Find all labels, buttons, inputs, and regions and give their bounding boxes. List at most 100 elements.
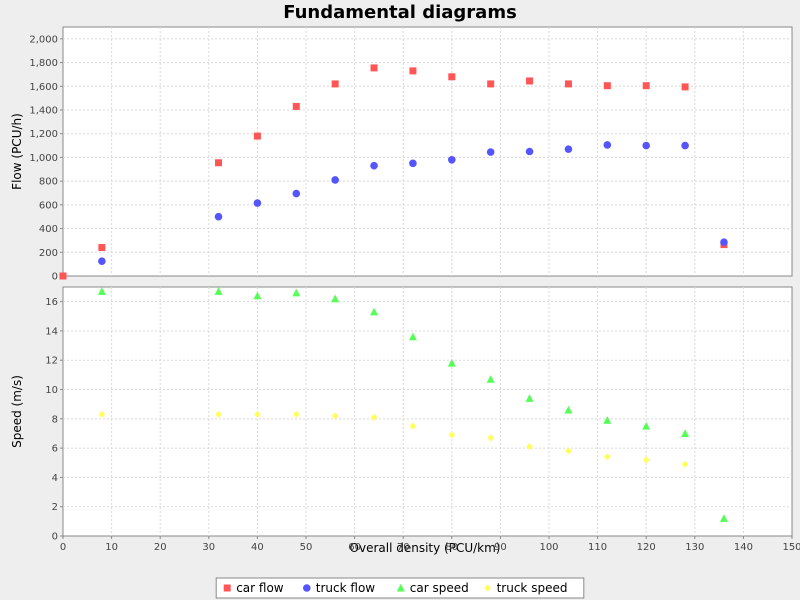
y-tick-label: 1,600 — [29, 82, 58, 93]
x-tick-label: 70 — [397, 542, 410, 553]
y-tick-label: 8 — [52, 414, 58, 425]
y-tick-label: 200 — [39, 248, 58, 259]
y-tick-label: 14 — [45, 326, 58, 337]
data-point — [214, 287, 223, 295]
legend-item-car-flow: car flow — [223, 581, 284, 595]
chart-title: Fundamental diagrams — [283, 2, 517, 23]
data-point — [214, 212, 223, 221]
data-point — [292, 288, 301, 297]
legend-item-car-speed: car speed — [396, 581, 469, 595]
plot-panel-1: 0 200 400 600 800 1,000 1,200 1,400 1,600 1,800 2,… — [10, 26, 793, 283]
data-point — [448, 431, 455, 439]
legend-label: truck flow — [316, 581, 376, 595]
legend-label: car flow — [236, 581, 284, 595]
legend-marker — [223, 584, 231, 592]
data-point — [215, 159, 223, 167]
data-point — [681, 460, 689, 468]
data-point — [97, 287, 106, 295]
x-tick-label: 10 — [105, 542, 118, 553]
y-tick-label: 16 — [45, 297, 58, 308]
data-point — [604, 453, 611, 461]
data-point — [370, 161, 378, 170]
data-point — [292, 189, 301, 198]
data-point — [603, 416, 612, 424]
data-point — [603, 82, 611, 90]
data-point — [603, 141, 612, 149]
x-tick-label: 110 — [588, 542, 607, 553]
y-tick-label: 6 — [52, 444, 58, 455]
data-point — [487, 80, 495, 88]
data-point — [642, 82, 650, 90]
data-point — [719, 514, 728, 522]
y-tick-label: 0 — [52, 532, 58, 543]
plot-panel-2: 0 2 4 6 8 10 12 14 16 Speed (m/s) — [10, 286, 793, 543]
data-point — [98, 244, 106, 252]
data-point — [292, 102, 300, 110]
x-tick-label: 150 — [782, 542, 800, 553]
y-tick-label: 2 — [52, 502, 58, 513]
data-point — [642, 141, 650, 150]
data-point — [254, 410, 261, 418]
y-axis-label: Flow (PCU/h) — [10, 113, 24, 190]
data-point — [681, 83, 689, 91]
data-point — [525, 394, 534, 402]
y-tick-label: 1,400 — [29, 106, 58, 117]
data-point — [331, 176, 339, 184]
x-tick-label: 50 — [300, 542, 313, 553]
data-point — [642, 421, 651, 430]
x-tick-label: 100 — [539, 542, 558, 553]
legend: car flow truck flow car speed truck speed — [215, 577, 585, 599]
data-point — [409, 159, 417, 168]
legend-item-truck-flow: truck flow — [303, 581, 375, 595]
y-tick-label: 10 — [45, 385, 58, 396]
legend-marker — [396, 583, 405, 592]
y-tick-label: 1,200 — [29, 129, 58, 140]
data-point — [370, 307, 379, 316]
x-tick-label: 60 — [348, 542, 361, 553]
x-tick-label: 30 — [202, 542, 215, 553]
data-point — [331, 412, 339, 420]
data-point — [565, 447, 572, 455]
plot-area — [62, 286, 793, 537]
x-tick-label: 140 — [734, 542, 753, 553]
data-point — [370, 413, 378, 421]
x-axis: 0 10 20 30 40 50 60 70 80 90 100 110 120 130 140 150 — [60, 536, 800, 553]
data-point — [448, 156, 456, 164]
x-axis-label: Overall density (PCU/km) — [350, 541, 501, 555]
data-point — [253, 199, 262, 207]
y-tick-label: 1,000 — [29, 153, 58, 164]
data-point — [526, 443, 533, 451]
y-tick-label: 4 — [52, 473, 58, 484]
data-point — [253, 132, 261, 140]
data-point — [215, 410, 222, 418]
series-car-speed — [97, 287, 728, 522]
data-point — [487, 434, 494, 442]
data-point — [331, 294, 340, 303]
y-tick-label: 0 — [52, 272, 58, 283]
x-tick-label: 90 — [494, 542, 507, 553]
data-point — [409, 67, 417, 75]
data-point — [409, 422, 417, 430]
x-tick-label: 0 — [60, 542, 66, 553]
y-tick-label: 12 — [45, 356, 58, 367]
data-point — [98, 410, 106, 418]
data-point — [564, 405, 573, 414]
plot-area — [62, 26, 793, 277]
data-point — [331, 80, 339, 88]
legend-marker — [484, 584, 491, 592]
x-tick-label: 20 — [154, 542, 167, 553]
legend-label: car speed — [410, 581, 469, 595]
legend-label: truck speed — [497, 581, 568, 595]
x-tick-label: 80 — [445, 542, 458, 553]
y-tick-label: 600 — [39, 200, 58, 211]
y-tick-label: 2,000 — [29, 34, 58, 45]
data-point — [447, 358, 456, 367]
data-point — [370, 64, 378, 72]
data-point — [253, 291, 262, 300]
data-point — [408, 332, 417, 341]
data-point — [564, 80, 572, 88]
x-tick-label: 40 — [251, 542, 264, 553]
data-point — [293, 410, 300, 418]
